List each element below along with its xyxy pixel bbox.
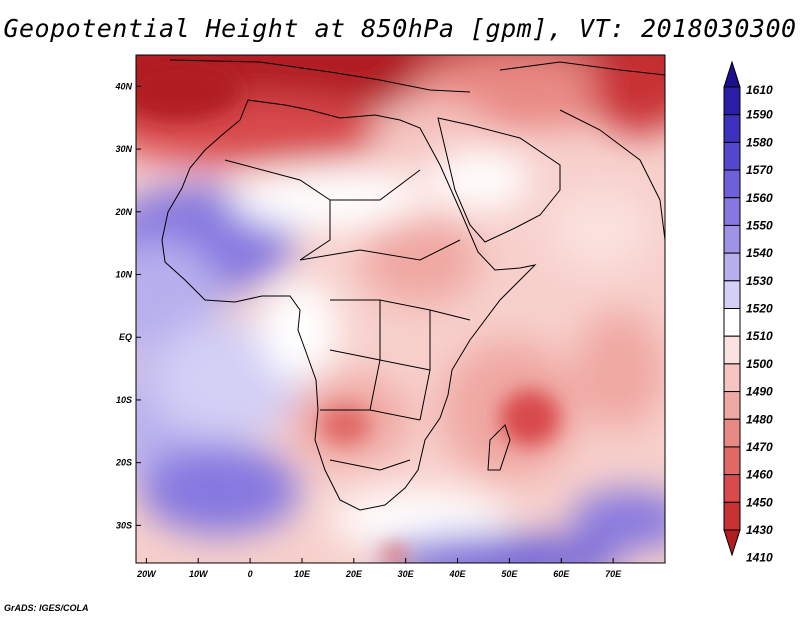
colorbar-swatch [723, 86, 741, 116]
colorbar-bottom-arrow [723, 529, 741, 557]
colorbar-swatch [723, 308, 741, 337]
colorbar-top-arrow [723, 60, 741, 88]
colorbar-label: 1570 [746, 163, 773, 177]
lon-tick-label: 50E [501, 569, 518, 579]
colorbar-label: 1510 [746, 329, 773, 343]
lon-tick-label: 0 [248, 569, 253, 579]
colorbar-label: 1520 [746, 302, 773, 316]
plot-frame [135, 54, 666, 564]
colorbar-swatch [723, 197, 741, 226]
colorbar-label: 1470 [746, 440, 773, 454]
colorbar-swatch [723, 252, 741, 282]
colorbar-swatch [723, 335, 741, 365]
lon-tick-label: 20E [345, 569, 363, 579]
latitude-axis: 40N 30N 20N 10N EQ 10S 20S 30S [114, 81, 141, 530]
colorbar-label: 1500 [746, 357, 773, 371]
colorbar-label: 1540 [746, 246, 773, 260]
colorbar-swatch [723, 474, 741, 503]
lon-tick-label: 10E [294, 569, 311, 579]
lon-tick-label: 40E [449, 569, 467, 579]
colorbar-swatch [723, 114, 741, 143]
colorbar-label: 1610 [746, 83, 773, 97]
coastlines [161, 59, 665, 511]
colorbar: 1610 1590 1580 1570 1560 1550 1540 1530 1520 1510… [723, 60, 773, 565]
colorbar-label: 1410 [746, 551, 773, 565]
colorbar-swatch [723, 418, 741, 448]
colorbar-label: 1580 [746, 135, 773, 149]
colorbar-swatch [723, 169, 741, 199]
colorbar-swatch [723, 363, 741, 393]
colorbar-label: 1490 [746, 385, 773, 399]
geopotential-field [136, 55, 665, 563]
colorbar-swatch [723, 446, 741, 476]
colorbar-label: 1450 [746, 495, 773, 509]
colorbar-swatch [723, 280, 741, 309]
colorbar-swatch [723, 501, 741, 531]
colorbar-swatch [723, 141, 741, 171]
longitude-axis: 20W 10W 0 10E 20E 30E 40E 50E 60E 70E [136, 558, 622, 579]
lon-tick-label: 10W [189, 569, 209, 579]
lon-tick-label: 20W [136, 569, 157, 579]
map-title: Geopotential Height at 850hPa [gpm], VT:… [3, 14, 797, 43]
colorbar-swatch [723, 391, 741, 420]
credit-label: GrADS: IGES/COLA [4, 603, 89, 613]
lat-tick-label: EQ [119, 332, 132, 342]
colorbar-label: 1590 [746, 108, 773, 122]
colorbar-label: 1560 [746, 191, 773, 205]
lat-tick-label: 40N [114, 81, 132, 91]
lat-tick-label: 20N [114, 207, 132, 217]
lat-tick-label: 10S [116, 395, 132, 405]
colorbar-label: 1530 [746, 274, 773, 288]
lon-tick-label: 60E [553, 569, 570, 579]
colorbar-swatch [723, 224, 741, 254]
colorbar-label: 1430 [746, 523, 773, 537]
colorbar-label: 1460 [746, 468, 773, 482]
lon-tick-label: 30E [398, 569, 415, 579]
colorbar-label: 1550 [746, 218, 773, 232]
lat-tick-label: 10N [115, 270, 132, 280]
lat-tick-label: 30S [116, 520, 132, 530]
lat-tick-label: 20S [115, 458, 132, 468]
lat-tick-label: 30N [115, 144, 132, 154]
lon-tick-label: 70E [605, 569, 622, 579]
colorbar-label: 1480 [746, 412, 773, 426]
